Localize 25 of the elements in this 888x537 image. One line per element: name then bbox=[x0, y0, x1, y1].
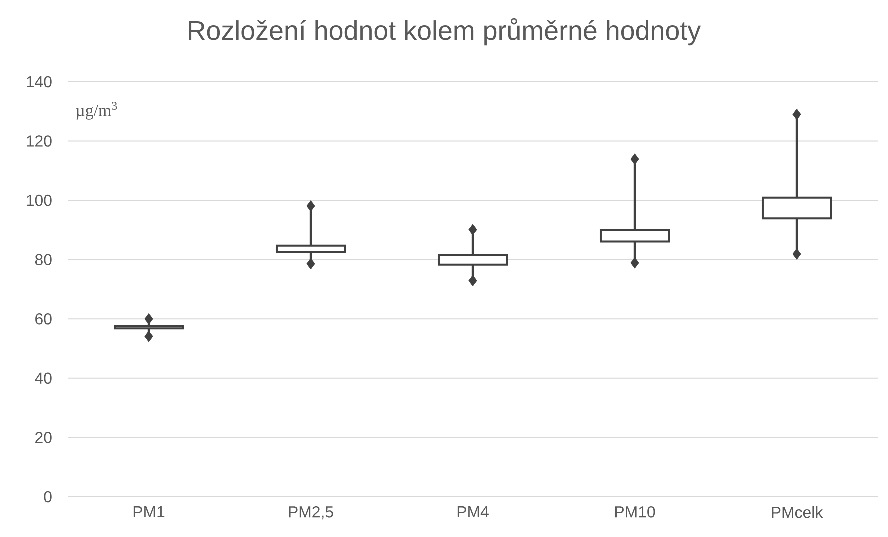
point bbox=[468, 275, 478, 287]
point bbox=[630, 257, 640, 269]
y-tick-label: 0 bbox=[44, 491, 52, 503]
chart-title: Rozložení hodnot kolem průměrné hodnoty bbox=[189, 18, 702, 46]
point bbox=[792, 108, 802, 120]
y-tick-label: 120 bbox=[27, 136, 52, 147]
x-tick-label: PMcelk bbox=[772, 506, 824, 518]
x-tick-label: PM2,5 bbox=[289, 506, 334, 520]
x-tick-label: PM10 bbox=[616, 506, 656, 518]
point bbox=[630, 154, 640, 166]
y-tick-label: 140 bbox=[27, 76, 52, 88]
y-tick-label: 40 bbox=[35, 372, 52, 384]
y-tick-label: 60 bbox=[36, 313, 52, 325]
x-tick-label: PM1 bbox=[134, 506, 165, 518]
point bbox=[306, 258, 316, 270]
y-tick-label: 20 bbox=[36, 432, 52, 444]
point bbox=[306, 200, 316, 212]
x-tick-label: PM4 bbox=[458, 506, 489, 518]
point bbox=[468, 224, 478, 236]
y-tick-label: 100 bbox=[27, 194, 52, 206]
y-tick-label: 80 bbox=[35, 254, 52, 266]
point bbox=[144, 330, 154, 342]
point bbox=[792, 248, 802, 260]
point bbox=[144, 313, 154, 325]
annotation: µg/m$^{3}$ bbox=[76, 102, 118, 120]
